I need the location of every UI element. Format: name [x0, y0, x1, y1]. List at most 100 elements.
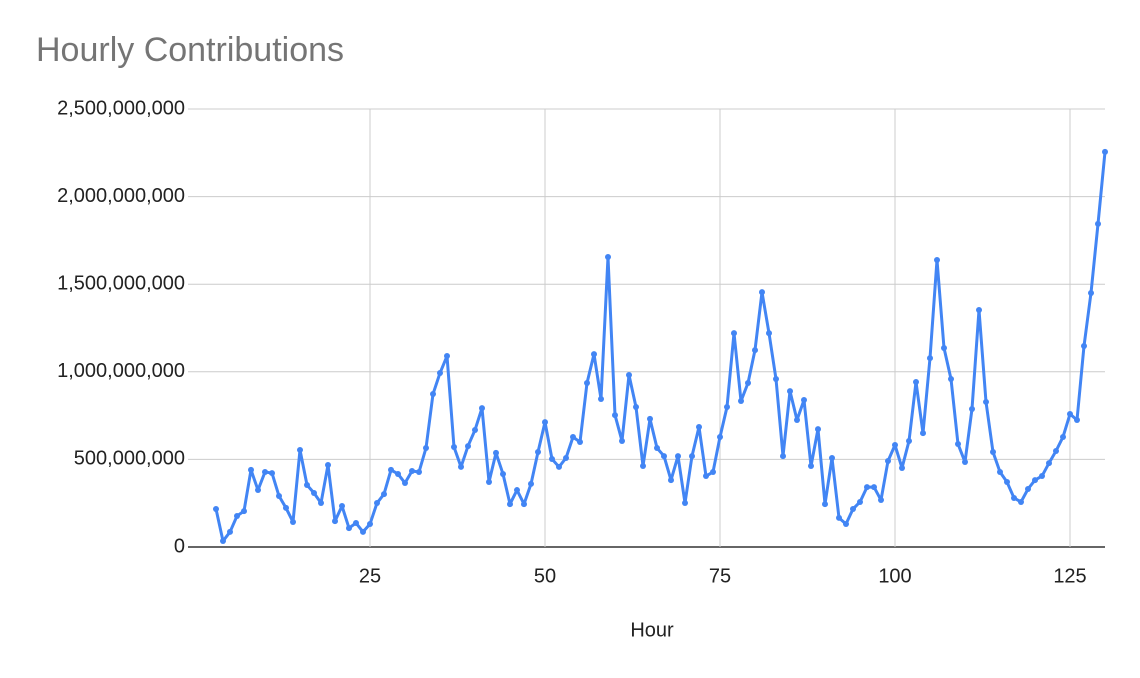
point	[241, 508, 247, 515]
point	[738, 398, 744, 405]
point	[1011, 494, 1017, 501]
point	[1046, 460, 1052, 467]
x-axis-label: Hour	[630, 619, 674, 641]
point	[626, 371, 632, 378]
point	[808, 463, 814, 470]
point	[731, 330, 737, 337]
point	[318, 500, 324, 507]
point	[374, 500, 380, 507]
point	[843, 521, 849, 528]
point	[913, 378, 919, 385]
point	[878, 497, 884, 504]
point	[990, 449, 996, 456]
point	[640, 463, 646, 470]
x-tick-label: 75	[709, 565, 731, 587]
point	[584, 380, 590, 387]
point	[829, 454, 835, 461]
point	[710, 469, 716, 476]
point	[297, 446, 303, 453]
point	[332, 518, 338, 525]
point	[906, 438, 912, 445]
point	[542, 419, 548, 426]
point	[514, 487, 520, 494]
point	[654, 445, 660, 452]
point	[528, 480, 534, 487]
point	[465, 443, 471, 450]
point	[311, 490, 317, 497]
point	[822, 501, 828, 508]
x-tick-label: 25	[359, 565, 381, 587]
point	[290, 518, 296, 525]
point	[836, 514, 842, 521]
point	[962, 459, 968, 466]
point	[248, 466, 254, 473]
point	[381, 491, 387, 498]
y-tick-label: 1,500,000,000	[57, 272, 185, 294]
x-tick-label: 50	[534, 565, 556, 587]
point	[675, 453, 681, 460]
point	[472, 426, 478, 433]
point	[234, 512, 240, 519]
point	[1032, 477, 1038, 484]
point	[1102, 148, 1108, 155]
point	[850, 505, 856, 512]
point	[367, 521, 373, 528]
point	[920, 430, 926, 437]
point	[892, 442, 898, 449]
point	[353, 519, 359, 526]
point	[409, 467, 415, 474]
point	[521, 501, 527, 508]
point	[759, 289, 765, 296]
point	[437, 370, 443, 377]
point	[885, 457, 891, 464]
point	[976, 306, 982, 313]
point	[794, 416, 800, 423]
y-tick-label: 2,500,000,000	[57, 97, 185, 119]
x-tick-label: 125	[1053, 565, 1086, 587]
point	[941, 344, 947, 351]
point	[416, 469, 422, 476]
point	[346, 525, 352, 532]
point	[801, 397, 807, 404]
point	[661, 453, 667, 460]
point	[927, 355, 933, 362]
point	[969, 405, 975, 412]
point	[815, 426, 821, 433]
point	[1025, 486, 1031, 493]
point	[899, 464, 905, 471]
point	[983, 398, 989, 405]
point	[1074, 416, 1080, 423]
point	[598, 395, 604, 402]
point	[262, 469, 268, 476]
y-tick-label: 1,000,000,000	[57, 360, 185, 382]
point	[423, 445, 429, 452]
y-tick-label: 0	[174, 535, 185, 557]
point	[1095, 220, 1101, 227]
point	[395, 470, 401, 477]
point	[857, 498, 863, 505]
point	[570, 433, 576, 440]
point	[304, 481, 310, 488]
point	[864, 484, 870, 491]
point	[563, 454, 569, 461]
point	[1060, 433, 1066, 440]
point	[500, 470, 506, 477]
point	[402, 480, 408, 487]
point	[486, 479, 492, 486]
point	[255, 487, 261, 494]
point	[647, 415, 653, 422]
point	[633, 404, 639, 411]
point	[444, 353, 450, 360]
point	[458, 463, 464, 470]
point	[766, 330, 772, 337]
point	[605, 254, 611, 261]
point	[724, 404, 730, 411]
point	[276, 493, 282, 500]
point	[556, 463, 562, 470]
point	[612, 412, 618, 419]
point	[1088, 289, 1094, 296]
chart-title: Hourly Contributions	[36, 31, 344, 69]
y-tick-label: 2,000,000,000	[57, 185, 185, 207]
point	[752, 347, 758, 354]
